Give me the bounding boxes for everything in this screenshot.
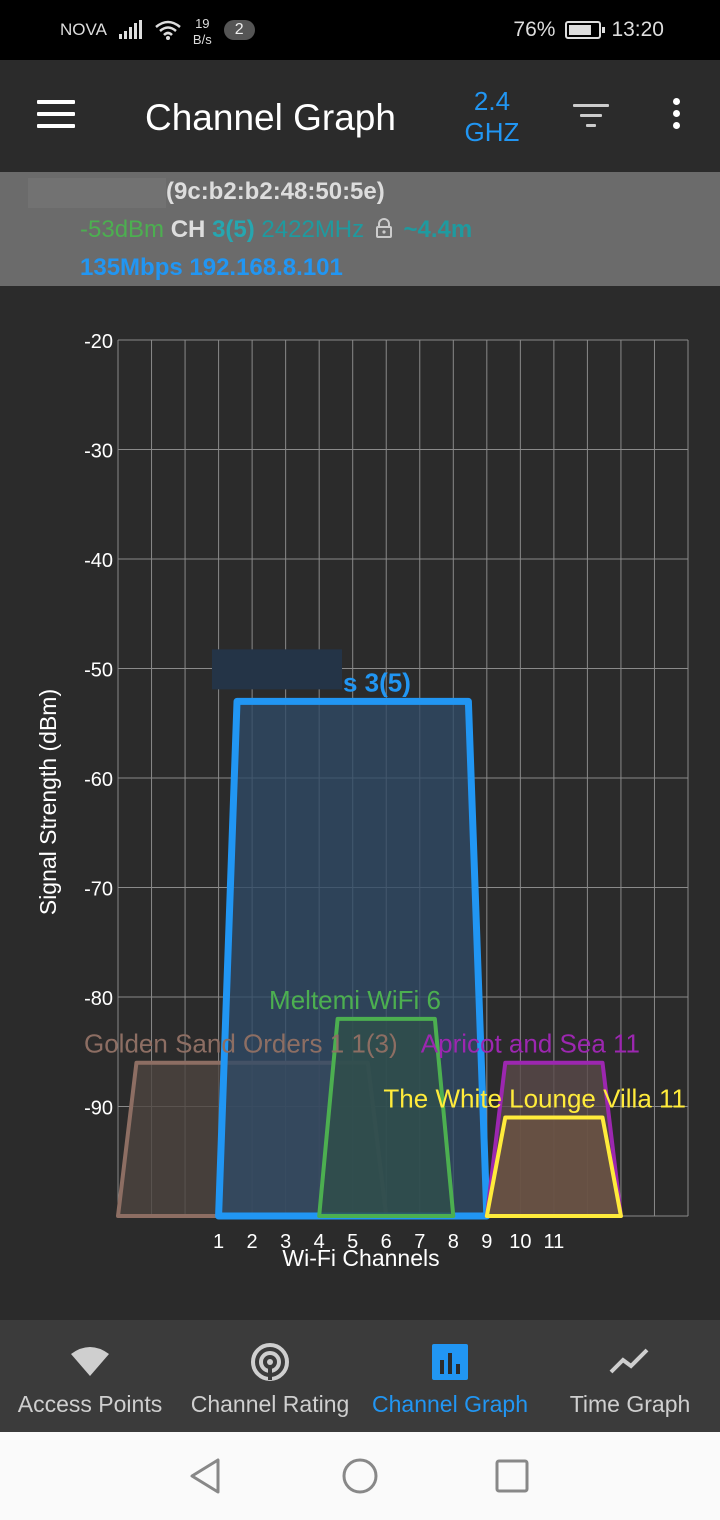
x-tick-label: 11 xyxy=(543,1231,564,1253)
ip-address: 192.168.8.101 xyxy=(189,254,343,281)
wifi-status-icon xyxy=(155,20,181,40)
signal-details-row: -53dBm CH 3(5) 2422MHz ~4.4m xyxy=(80,216,472,244)
x-tick-label: 1 xyxy=(213,1231,224,1253)
filter-icon[interactable] xyxy=(573,102,609,130)
network-curve xyxy=(484,1115,623,1218)
network-speed-unit: B/s xyxy=(192,32,212,47)
ssid-redacted xyxy=(28,178,166,208)
nav-label: Channel Rating xyxy=(190,1391,350,1417)
y-tick-label: -90 xyxy=(84,1098,113,1120)
y-tick-label: -70 xyxy=(84,879,113,901)
signal-rating-icon xyxy=(251,1343,289,1381)
channel-graph: Signal Strength (dBm) Wi-Fi Channels -20… xyxy=(0,286,720,1320)
network-speed: 19 B/s xyxy=(193,16,212,48)
x-tick-label: 6 xyxy=(381,1231,392,1253)
distance-estimate: ~4.4m xyxy=(403,216,473,243)
app-bar: Channel Graph 2.4 GHZ xyxy=(0,60,720,172)
y-tick-label: -40 xyxy=(84,550,113,572)
network-label: The White Lounge Villa 11 xyxy=(383,1083,686,1113)
y-axis-label: Signal Strength (dBm) xyxy=(35,689,61,915)
band-toggle-button[interactable]: 2.4 GHZ xyxy=(462,86,522,148)
page-title: Channel Graph xyxy=(145,97,396,138)
bar-chart-icon xyxy=(432,1344,468,1380)
network-label: Meltemi WiFi 6 xyxy=(269,985,441,1015)
nav-label: Channel Graph xyxy=(372,1391,528,1417)
bottom-navigation: Access Points Channel Rating Channel Gra… xyxy=(0,1320,720,1432)
network-speed-value: 19 xyxy=(195,16,210,31)
x-tick-label: 5 xyxy=(347,1231,358,1253)
y-tick-label: -30 xyxy=(84,441,113,463)
y-tick-label: -50 xyxy=(84,660,113,682)
x-tick-label: 4 xyxy=(314,1231,325,1253)
nav-access-points[interactable]: Access Points xyxy=(0,1320,180,1432)
network-label: Apricot and Sea 11 xyxy=(421,1029,640,1059)
notification-count-badge: 2 xyxy=(223,20,255,40)
system-navigation-bar xyxy=(0,1432,720,1520)
battery-level-fill xyxy=(569,25,591,35)
y-tick-label: -20 xyxy=(84,331,113,353)
status-bar-left: NOVA 19 B/s 2 xyxy=(60,0,255,60)
status-bar-right: 76% 13:20 xyxy=(513,0,664,60)
frequency: 2422MHz xyxy=(261,216,365,243)
x-tick-label: 10 xyxy=(509,1231,531,1253)
line-chart-icon xyxy=(609,1348,649,1374)
more-vert-icon[interactable] xyxy=(670,98,682,134)
network-label: s 3(5) xyxy=(343,667,411,697)
x-tick-label: 8 xyxy=(448,1231,459,1253)
nav-label: Time Graph xyxy=(569,1391,691,1417)
x-tick-label: 9 xyxy=(481,1231,492,1253)
link-details-row: 135Mbps 192.168.8.101 xyxy=(80,254,343,282)
menu-icon[interactable] xyxy=(37,100,75,130)
status-bar: NOVA 19 B/s 2 76% 13:20 xyxy=(0,0,720,60)
x-tick-label: 2 xyxy=(247,1231,258,1253)
x-tick-label: 3 xyxy=(280,1231,291,1253)
wifi-icon xyxy=(71,1347,109,1376)
link-speed: 135Mbps xyxy=(80,254,183,281)
clock: 13:20 xyxy=(611,18,664,41)
battery-percent: 76% xyxy=(513,18,556,41)
channel-graph-svg: Signal Strength (dBm) Wi-Fi Channels -20… xyxy=(35,331,689,1271)
nav-time-graph[interactable]: Time Graph xyxy=(540,1320,720,1432)
nav-label: Access Points xyxy=(17,1391,163,1417)
battery-icon xyxy=(565,21,606,39)
network-label: Golden Sand Orders 1 1(3) xyxy=(84,1029,398,1059)
ssid-redacted-label xyxy=(212,649,342,690)
channel-prefix: CH xyxy=(170,216,206,243)
channel-number: 3(5) xyxy=(212,216,255,243)
y-tick-label: -80 xyxy=(84,988,113,1010)
connection-info-panel[interactable]: (9c:b2:b2:48:50:5e) -53dBm CH 3(5) 2422M… xyxy=(0,172,720,286)
lock-icon xyxy=(375,218,392,238)
nav-channel-graph[interactable]: Channel Graph xyxy=(360,1320,540,1432)
carrier-name: NOVA xyxy=(60,20,107,39)
signal-strength: -53dBm xyxy=(80,216,165,243)
cell-signal-icon xyxy=(118,20,142,39)
home-icon[interactable] xyxy=(340,1456,380,1496)
network-curve xyxy=(317,1016,456,1218)
back-icon[interactable] xyxy=(186,1456,226,1496)
band-value: 2.4 xyxy=(473,86,511,116)
band-unit: GHZ xyxy=(464,117,520,147)
x-tick-label: 7 xyxy=(414,1231,425,1253)
bssid-label: (9c:b2:b2:48:50:5e) xyxy=(166,178,385,205)
y-tick-label: -60 xyxy=(84,769,113,791)
recents-icon[interactable] xyxy=(492,1456,532,1496)
nav-channel-rating[interactable]: Channel Rating xyxy=(180,1320,360,1432)
x-axis-label: Wi-Fi Channels xyxy=(282,1245,439,1271)
